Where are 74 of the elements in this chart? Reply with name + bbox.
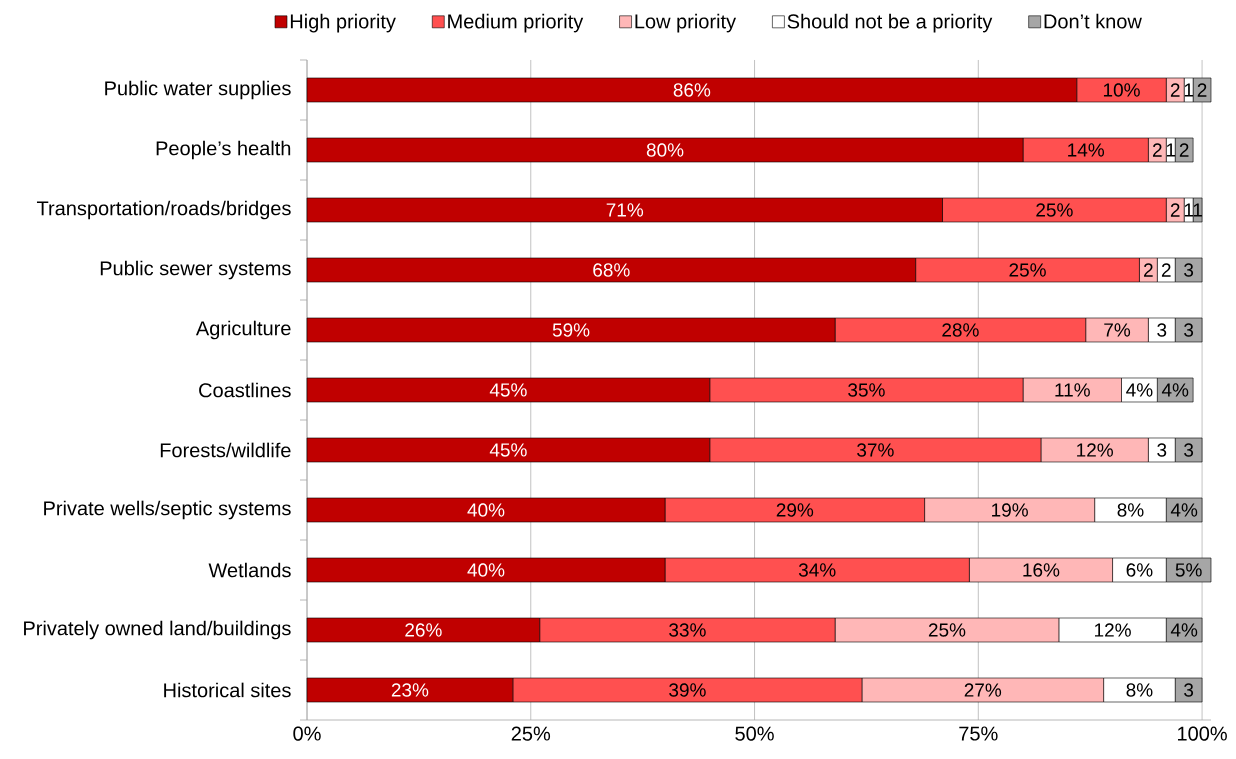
data-label: 37% [857,443,894,457]
data-label: 2 [1197,83,1207,97]
y-tick-label: People’s health [156,140,291,160]
data-label: 3 [1157,323,1167,337]
data-label: 4% [1170,503,1198,517]
y-tick-label: Public sewer systems [100,260,291,280]
y-tick-label: Private wells/septic systems [44,500,291,520]
data-label: 1 [1166,143,1176,157]
data-label: 3 [1184,443,1194,457]
data-label: 11% [1055,383,1090,397]
data-label: 6% [1126,563,1153,577]
y-tick-label: Transportation/roads/bridges [36,200,291,220]
data-label: 34% [798,563,836,577]
legend-label: Low priority [635,13,737,33]
data-label: 25% [1009,263,1046,277]
data-label: 59% [552,323,590,337]
data-label: 86% [673,83,711,97]
data-label: 80% [646,143,684,157]
y-tick-label: Public water supplies [105,80,291,100]
data-label: 71% [606,203,644,217]
data-label: 25% [1036,203,1073,217]
data-label: 4% [1126,383,1153,397]
y-tick-label: Agriculture [195,320,291,340]
data-label: 5% [1175,563,1202,577]
x-tick-label: 50% [735,726,774,741]
data-label: 2 [1152,143,1162,157]
data-label: 7% [1104,323,1131,337]
data-label: 12% [1095,623,1131,637]
data-label: 25% [928,623,966,637]
data-label: 3 [1184,683,1194,697]
data-label: 8% [1126,683,1153,697]
legend-label: Don’t know [1044,13,1142,29]
y-tick-label: Wetlands [208,562,291,578]
data-label: 12% [1077,443,1113,457]
data-label: 2 [1144,263,1153,277]
data-label: 28% [942,323,979,337]
data-label: 35% [848,383,885,397]
data-label: 45% [489,383,527,397]
data-label: 23% [391,683,429,697]
data-label: 1 [1193,203,1202,217]
x-tick-label: 100% [1178,726,1227,741]
x-tick-label: 75% [959,726,998,741]
data-label: 16% [1023,563,1060,577]
data-label: 40% [467,503,505,517]
data-label: 2 [1170,203,1180,217]
x-tick-label: 25% [511,726,551,741]
legend-label: Should not be a priority [787,13,993,33]
data-label: 8% [1117,503,1144,517]
data-label: 39% [669,683,706,697]
y-tick-label: Coastlines [199,382,291,398]
data-label: 19% [992,503,1028,517]
data-label: 4% [1170,623,1198,637]
data-label: 26% [405,623,442,637]
data-label: 3 [1184,263,1194,277]
data-label: 45% [489,443,527,457]
legend-label: High priority [290,13,396,33]
x-tick-label: 0% [293,726,321,741]
data-label: 14% [1068,143,1105,157]
data-label: 68% [593,263,630,277]
data-label: 40% [467,563,505,577]
data-label: 4% [1161,383,1189,397]
data-label: 3 [1157,443,1167,457]
data-label: 29% [776,503,814,517]
data-label: 27% [964,683,1002,697]
data-label: 2 [1170,83,1180,97]
data-label: 2 [1161,263,1171,277]
legend-label: Medium priority [448,13,584,33]
data-label: 33% [669,623,706,637]
y-tick-label: Forests/wildlife [160,442,291,458]
data-label: 3 [1184,323,1194,337]
y-tick-label: Privately owned land/buildings [24,620,291,640]
data-label: 10% [1103,83,1140,97]
data-label: 2 [1179,143,1189,157]
y-tick-label: Historical sites [164,682,291,698]
